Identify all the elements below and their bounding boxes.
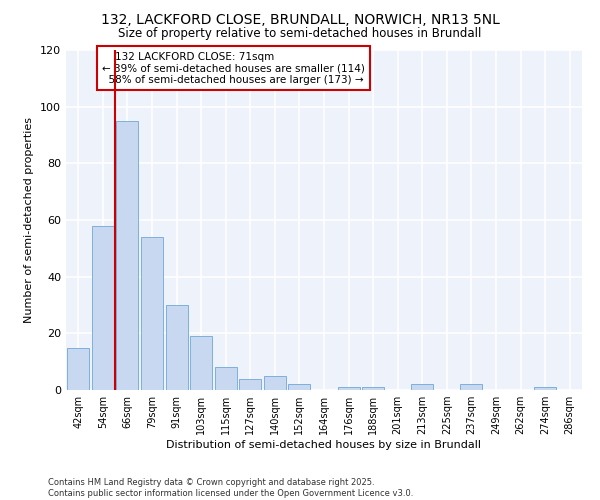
Bar xyxy=(460,384,482,390)
Bar xyxy=(166,305,188,390)
Y-axis label: Number of semi-detached properties: Number of semi-detached properties xyxy=(25,117,34,323)
Bar xyxy=(116,121,139,390)
Bar xyxy=(215,368,237,390)
Bar xyxy=(141,237,163,390)
Bar xyxy=(362,387,384,390)
Bar xyxy=(264,376,286,390)
Bar xyxy=(92,226,114,390)
Bar xyxy=(239,378,262,390)
Bar xyxy=(338,387,359,390)
Bar xyxy=(67,348,89,390)
X-axis label: Distribution of semi-detached houses by size in Brundall: Distribution of semi-detached houses by … xyxy=(167,440,482,450)
Text: 132, LACKFORD CLOSE, BRUNDALL, NORWICH, NR13 5NL: 132, LACKFORD CLOSE, BRUNDALL, NORWICH, … xyxy=(101,12,499,26)
Text: Contains HM Land Registry data © Crown copyright and database right 2025.
Contai: Contains HM Land Registry data © Crown c… xyxy=(48,478,413,498)
Bar xyxy=(289,384,310,390)
Text: Size of property relative to semi-detached houses in Brundall: Size of property relative to semi-detach… xyxy=(118,28,482,40)
Bar xyxy=(534,387,556,390)
Bar xyxy=(411,384,433,390)
Bar xyxy=(190,336,212,390)
Text: 132 LACKFORD CLOSE: 71sqm
← 39% of semi-detached houses are smaller (114)
  58% : 132 LACKFORD CLOSE: 71sqm ← 39% of semi-… xyxy=(102,52,365,85)
